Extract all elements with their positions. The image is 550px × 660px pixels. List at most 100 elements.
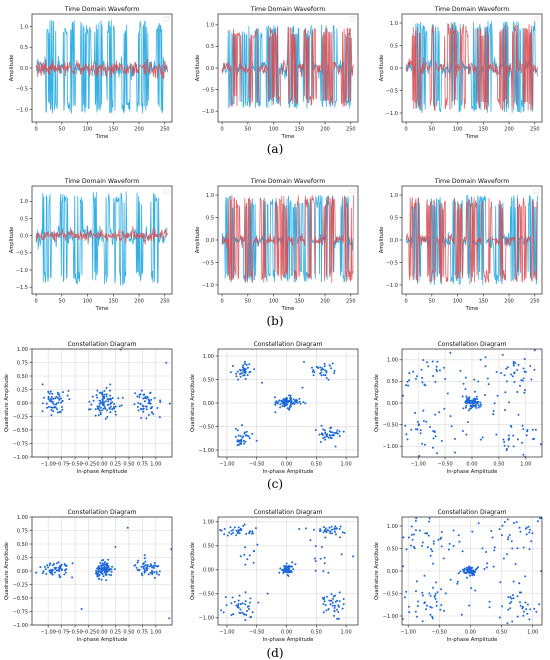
scatter-point (499, 581, 502, 584)
scatter-point (475, 395, 478, 398)
scatter-point (285, 571, 288, 574)
scatter-point (244, 563, 247, 566)
scatter-point (289, 394, 292, 397)
scatter-point (57, 401, 60, 404)
scatter-point (47, 405, 50, 408)
x-tick-label: 250 (530, 127, 540, 133)
scatter-point (339, 525, 342, 528)
scatter-point (440, 588, 442, 591)
scatter-point (328, 526, 331, 529)
scatter-point (322, 374, 325, 376)
scatter-point (511, 547, 514, 550)
scatter-point (241, 366, 244, 369)
scatter-point (107, 568, 109, 571)
scatter-point (470, 402, 473, 404)
scatter-point (285, 397, 287, 400)
scatter-point (313, 371, 316, 374)
scatter-point (47, 396, 50, 398)
scatter-point (416, 428, 419, 431)
y-tick-label: 0.0 (390, 66, 398, 72)
scatter-point (421, 544, 423, 547)
scatter-point (507, 536, 510, 539)
scatter-point (337, 604, 340, 607)
y-tick-label: 0.50 (17, 542, 28, 548)
scatter-point (102, 407, 105, 410)
scatter-point (518, 526, 521, 529)
scatter-point (105, 386, 108, 389)
scatter-point (336, 617, 339, 620)
scatter-point (330, 437, 333, 439)
scatter-point (248, 608, 250, 610)
scatter-point (241, 602, 244, 605)
scatter-point (133, 403, 136, 406)
scatter-point (243, 360, 246, 363)
scatter-point (239, 555, 242, 558)
x-tick-label: −0.50 (432, 630, 447, 636)
axes-frame (217, 516, 359, 626)
caption-a: (a) (266, 142, 284, 156)
x-tick-label: 0 (221, 127, 224, 133)
scatter-point (43, 396, 45, 399)
x-axis-label: In-phase Amplitude (263, 469, 314, 475)
scatter-point (510, 600, 513, 603)
scatter-point (535, 610, 538, 613)
scatter-point (464, 388, 467, 391)
scatter-point (145, 408, 148, 411)
scatter-point (288, 407, 291, 410)
scatter-point (413, 547, 416, 550)
scatter-point (408, 605, 410, 608)
scatter-point (512, 364, 515, 367)
scatter-point (281, 568, 283, 571)
scatter-point (436, 360, 439, 363)
x-tick-label: 200 (504, 299, 514, 305)
scatter-point (416, 605, 419, 607)
x-tick-label: −1.00 (401, 630, 416, 636)
scatter-point (230, 529, 233, 532)
scatter-point (244, 377, 247, 380)
scatter-point (60, 406, 63, 408)
x-tick-label: 50 (245, 127, 251, 133)
y-tick-label: 0.0 (390, 238, 398, 244)
scatter-point (423, 443, 426, 446)
scatter-point (406, 438, 409, 441)
scatter-point (288, 571, 291, 574)
scatter-point (153, 561, 156, 564)
scatter-point (105, 562, 108, 565)
scatter-point (507, 596, 510, 599)
y-tick-label: −0.5 (202, 260, 214, 266)
x-tick-label: 0.00 (281, 630, 292, 636)
scatter-point (101, 562, 104, 565)
scatter-point (58, 397, 61, 400)
scatter-point (525, 608, 528, 611)
scatter-point (104, 417, 107, 420)
scatter-point (230, 614, 233, 616)
scatter-point (60, 401, 62, 404)
scatter-point (509, 607, 512, 610)
scatter-point (488, 600, 491, 603)
scatter-point (511, 594, 514, 597)
y-tick-label: 0.00 (17, 569, 28, 575)
y-tick-label: 0.5 (20, 216, 28, 222)
plot-area (405, 20, 538, 113)
y-tick-label: −0.75 (13, 441, 28, 447)
scatter-point (100, 564, 103, 567)
scatter-point (302, 401, 305, 404)
scatter-point (508, 534, 511, 536)
scatter-point (484, 394, 486, 396)
scatter-point (53, 566, 56, 569)
scatter-point (528, 548, 531, 551)
scatter-point (507, 608, 510, 611)
scatter-point (241, 611, 244, 614)
scatter-point (89, 408, 92, 411)
y-axis-label: Quadrature Amplitude (190, 374, 196, 432)
scatter-point (285, 568, 288, 571)
scatter-point (522, 546, 525, 549)
scatter-point (338, 600, 341, 603)
scatter-point (293, 403, 296, 405)
scatter-point (486, 377, 489, 380)
plot-area (229, 360, 345, 448)
scatter-point (232, 528, 235, 531)
scatter-point (51, 564, 54, 567)
scatter-point (61, 399, 64, 402)
y-axis-label: Quadrature Amplitude (4, 542, 10, 600)
